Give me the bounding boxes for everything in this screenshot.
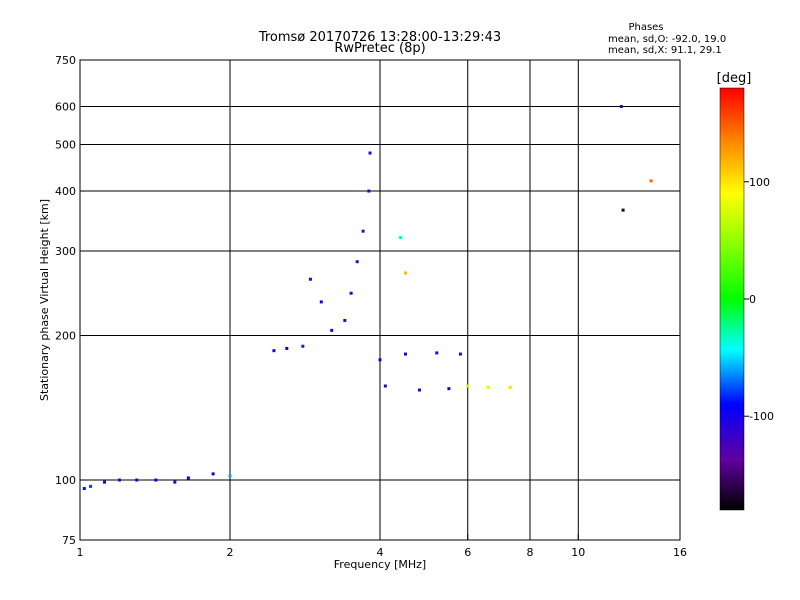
data-point	[435, 351, 439, 355]
stats-line-o: mean, sd,O: -92.0, 19.0	[608, 34, 726, 45]
data-point	[399, 236, 403, 240]
x-tick-label: 16	[673, 546, 687, 559]
y-tick-label: 400	[55, 185, 76, 198]
y-tick-label: 750	[55, 54, 76, 67]
data-point	[135, 478, 139, 482]
data-point	[186, 476, 190, 480]
data-point	[417, 388, 421, 392]
data-point	[458, 352, 462, 356]
x-tick-label: 6	[464, 546, 471, 559]
y-tick-label: 600	[55, 101, 76, 114]
colorbar	[719, 87, 745, 511]
y-tick-label: 300	[55, 245, 76, 258]
data-point	[378, 358, 382, 362]
colorbar-tick-label: 100	[749, 176, 770, 189]
x-tick-label: 1	[77, 546, 84, 559]
data-point	[619, 105, 623, 109]
data-point	[103, 480, 107, 484]
y-tick-label: 75	[62, 534, 76, 547]
data-point	[466, 384, 470, 388]
grid-lines	[80, 60, 680, 540]
data-point	[301, 344, 305, 348]
stats-line-x: mean, sd,X: 91.1, 29.1	[608, 45, 722, 56]
data-point	[368, 151, 372, 155]
y-tick-label: 200	[55, 330, 76, 343]
x-tick-label: 10	[571, 546, 585, 559]
data-point	[486, 385, 490, 389]
data-point	[621, 208, 625, 212]
x-tick-label: 8	[527, 546, 534, 559]
data-point	[343, 318, 347, 322]
data-point	[211, 472, 215, 476]
colorbar-tick-label: -100	[749, 410, 774, 423]
data-point	[173, 480, 177, 484]
data-point	[285, 346, 289, 350]
chart-title: Tromsø 20170726 13:28:00-13:29:43	[258, 30, 501, 45]
colorbar-label: [deg]	[717, 71, 752, 86]
y-tick-label: 100	[55, 474, 76, 487]
data-point	[82, 487, 86, 491]
x-tick-label: 2	[227, 546, 234, 559]
colorbar-ticks: 100 0 -100	[744, 176, 774, 423]
data-point	[403, 271, 407, 275]
data-point	[355, 260, 359, 264]
colorbar-tick-label: 0	[749, 293, 756, 306]
data-point	[89, 484, 93, 488]
chart-subtitle: RwPretec (8p)	[334, 41, 425, 56]
data-point	[361, 229, 365, 233]
y-axis-label: Stationary phase Virtual Height [km]	[38, 199, 51, 401]
data-point	[447, 387, 451, 391]
data-point	[349, 291, 353, 295]
x-axis-label: Frequency [MHz]	[334, 558, 426, 571]
x-tick-label: 4	[377, 546, 384, 559]
data-point	[154, 478, 158, 482]
data-point	[649, 179, 653, 183]
data-point	[117, 478, 121, 482]
y-tick-label: 500	[55, 139, 76, 152]
data-point	[330, 328, 334, 332]
data-point	[367, 189, 371, 193]
data-point	[272, 349, 276, 353]
data-point	[228, 474, 232, 478]
stats-heading: Phases	[628, 22, 663, 33]
data-point	[508, 385, 512, 389]
data-points	[82, 105, 653, 491]
axis-ticks: 1 2 4 6 8 10 16 75 100 200 300 400 500 600 750	[55, 54, 687, 559]
data-point	[403, 352, 407, 356]
data-point	[383, 384, 387, 388]
data-point	[308, 277, 312, 281]
data-point	[319, 300, 323, 304]
